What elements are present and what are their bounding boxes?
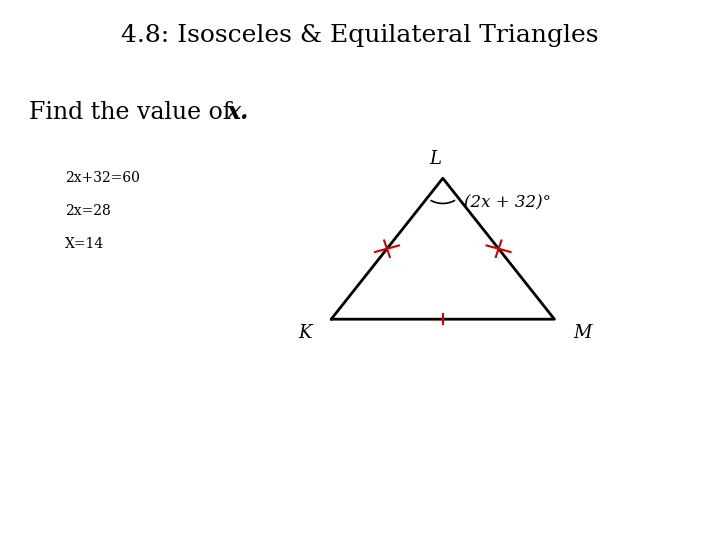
Text: M: M (573, 325, 592, 342)
Text: (2x + 32)°: (2x + 32)° (464, 195, 552, 212)
Text: L: L (430, 150, 441, 168)
Text: K: K (299, 325, 312, 342)
Text: 4.8: Isosceles & Equilateral Triangles: 4.8: Isosceles & Equilateral Triangles (121, 24, 599, 46)
Text: x.: x. (227, 100, 249, 125)
Text: X=14: X=14 (65, 237, 104, 251)
Text: 2x+32=60: 2x+32=60 (65, 171, 140, 185)
Text: 2x=28: 2x=28 (65, 204, 111, 218)
Text: Find the value of: Find the value of (29, 101, 239, 124)
